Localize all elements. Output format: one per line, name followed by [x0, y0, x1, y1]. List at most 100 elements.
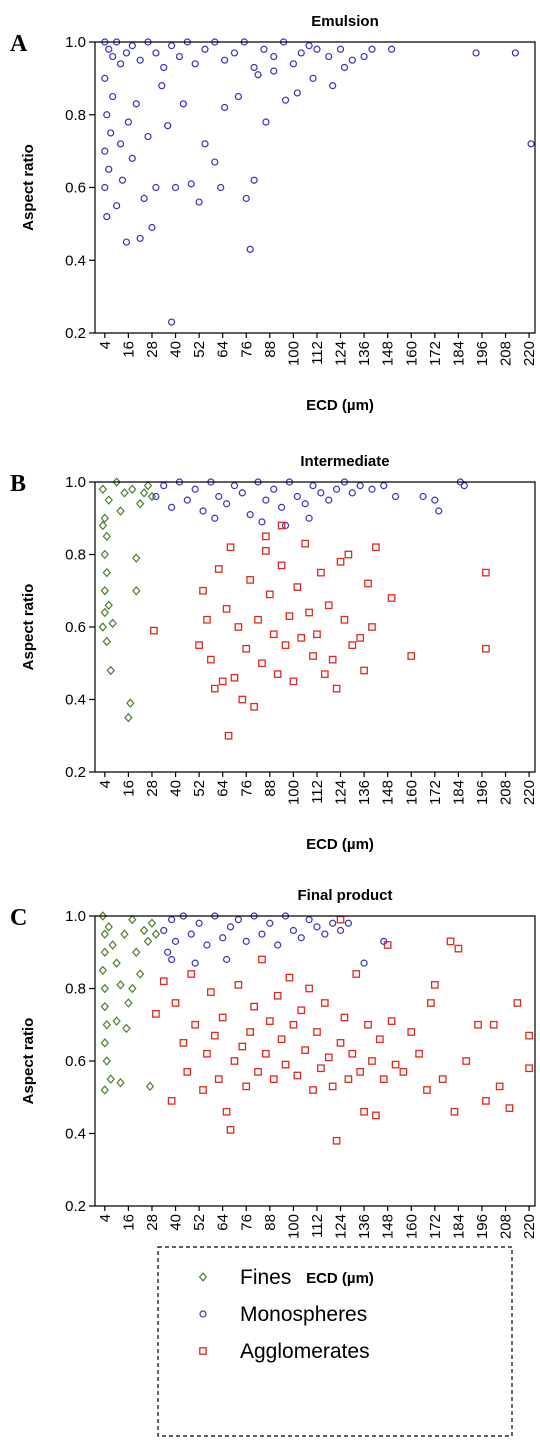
agglomerate-point — [297, 634, 306, 642]
monosphere-point — [203, 941, 211, 949]
agglomerate-point — [328, 1082, 337, 1091]
monosphere-point — [168, 318, 176, 326]
x-tick-label: 196 — [474, 341, 491, 366]
agglomerate-point — [226, 543, 235, 552]
legend-label: Fines — [240, 1266, 291, 1289]
monosphere-point — [297, 934, 305, 942]
x-tick-label: 76 — [238, 341, 255, 358]
monosphere-point — [340, 63, 349, 72]
monosphere-point — [250, 63, 258, 72]
agglomerate-point — [340, 615, 349, 624]
agglomerate-point — [505, 1104, 514, 1112]
monosphere-point — [171, 183, 180, 192]
monosphere-point — [160, 63, 168, 72]
fine-point — [139, 925, 149, 936]
chart-title: Intermediate — [300, 453, 389, 470]
monosphere-point — [431, 496, 439, 504]
y-tick-label: 1.0 — [65, 34, 86, 51]
monosphere-point — [262, 496, 270, 504]
agglomerate-point — [254, 615, 262, 624]
monosphere-point — [333, 485, 341, 493]
agglomerate-point — [489, 1020, 498, 1029]
monosphere-point — [191, 60, 199, 68]
monosphere-point — [107, 129, 115, 137]
y-tick-label: 0.6 — [65, 1053, 86, 1070]
x-tick-label: 172 — [427, 341, 444, 366]
agglomerate-point — [269, 630, 278, 639]
x-tick-label: 160 — [403, 341, 420, 366]
x-tick-label: 28 — [144, 1214, 161, 1231]
x-axis-label: ECD (µm) — [306, 397, 374, 414]
monosphere-point — [128, 42, 136, 50]
fine-point — [100, 983, 110, 994]
x-tick-label: 220 — [521, 1214, 538, 1239]
monosphere-point — [171, 937, 180, 945]
agglomerate-point — [462, 1057, 471, 1065]
monosphere-point — [191, 485, 199, 493]
monosphere-point — [260, 45, 268, 53]
monosphere-point — [262, 118, 270, 126]
agglomerate-point — [301, 539, 310, 548]
fine-point — [108, 618, 117, 629]
chart-title: Final product — [298, 887, 393, 904]
fine-point — [104, 922, 113, 932]
monosphere-point — [219, 934, 227, 942]
monosphere-point — [329, 82, 337, 90]
agglomerate-point — [238, 1042, 247, 1051]
monosphere-point — [250, 176, 258, 184]
x-tick-label: 64 — [215, 780, 232, 797]
agglomerate-point — [352, 970, 361, 978]
agglomerate-point — [305, 984, 313, 993]
y-tick-label: 0.6 — [65, 180, 86, 197]
agglomerate-point — [187, 970, 196, 978]
monosphere-point — [435, 507, 443, 515]
monosphere-point — [368, 45, 376, 53]
fine-point — [116, 506, 125, 516]
monosphere-point — [305, 514, 313, 522]
monosphere-point — [254, 71, 262, 79]
agglomerate-point — [250, 1002, 258, 1011]
monosphere-point — [201, 45, 209, 53]
legend-marker — [198, 1272, 208, 1282]
monosphere-point — [278, 503, 286, 511]
monosphere-point — [187, 930, 195, 938]
x-tick-label: 208 — [498, 341, 515, 366]
agglomerate-point — [525, 1031, 533, 1040]
y-axis-label: Aspect ratio — [20, 584, 37, 671]
axis-frame — [94, 481, 536, 773]
agglomerate-point — [313, 1028, 321, 1036]
agglomerate-point — [301, 1046, 310, 1054]
agglomerate-point — [332, 1136, 341, 1145]
agglomerate-point — [281, 1060, 290, 1069]
agglomerate-point — [336, 915, 345, 924]
panel-letter: C — [10, 905, 27, 931]
agglomerate-point — [340, 1013, 349, 1022]
monosphere-point — [391, 492, 400, 501]
fine-point — [100, 929, 110, 939]
fine-point — [128, 484, 137, 494]
agglomerate-point — [364, 579, 372, 588]
y-tick-label: 1.0 — [65, 908, 86, 925]
fine-point — [98, 965, 108, 976]
x-tick-label: 64 — [215, 341, 232, 358]
x-tick-label: 40 — [168, 1214, 185, 1231]
fine-point — [100, 1001, 110, 1012]
monosphere-point — [175, 52, 184, 61]
monosphere-point — [113, 202, 121, 210]
agglomerate-point — [375, 1035, 384, 1044]
y-tick-label: 1.0 — [65, 474, 86, 491]
monosphere-point — [325, 52, 333, 61]
agglomerate-point — [258, 955, 266, 964]
monosphere-point — [321, 930, 329, 938]
axis-frame — [94, 915, 536, 1207]
fine-point — [145, 1081, 155, 1092]
agglomerate-point — [226, 1126, 235, 1134]
monosphere-point — [368, 485, 376, 493]
legend-label: Agglomerates — [240, 1340, 370, 1363]
agglomerate-point — [195, 641, 203, 649]
agglomerate-point — [368, 1057, 376, 1065]
monosphere-point — [313, 923, 321, 931]
fine-point — [147, 491, 157, 502]
monosphere-point — [258, 930, 266, 938]
agglomerate-point — [277, 561, 286, 570]
